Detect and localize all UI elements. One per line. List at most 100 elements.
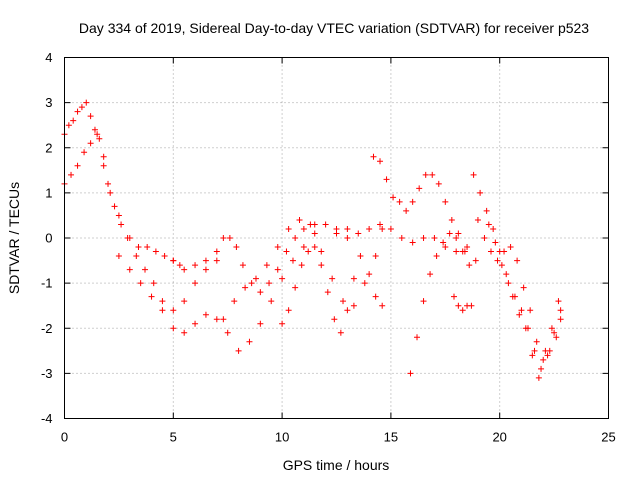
data-point (470, 171, 477, 178)
y-tick-label: 3 (45, 95, 52, 110)
data-point (407, 370, 414, 377)
data-point (279, 320, 286, 327)
data-point (289, 257, 296, 264)
data-point (159, 298, 166, 305)
data-point (266, 280, 273, 287)
data-point (274, 266, 281, 273)
series-arc-11 (470, 171, 562, 381)
data-point (366, 225, 373, 232)
data-point (181, 266, 188, 273)
y-tick-label: -3 (41, 366, 53, 381)
data-point (322, 221, 329, 228)
data-point (344, 235, 351, 241)
data-point (300, 225, 307, 232)
data-point (96, 135, 103, 142)
data-point (350, 275, 357, 282)
data-point (350, 302, 357, 309)
data-point (535, 374, 542, 381)
series-arc-9 (407, 230, 479, 377)
data-point (137, 280, 144, 287)
data-point (433, 253, 440, 260)
data-point (333, 230, 340, 237)
data-point (540, 356, 547, 363)
data-point (231, 298, 238, 305)
data-point (74, 108, 81, 115)
data-point (274, 244, 281, 251)
data-point (226, 235, 233, 241)
data-point (440, 239, 447, 246)
y-tick-labels: -4 -3 -2 -1 0 1 2 3 4 (41, 50, 53, 426)
data-point (355, 230, 362, 237)
data-point (118, 221, 125, 228)
data-point (115, 253, 122, 260)
data-point (377, 221, 384, 228)
data-point (372, 253, 379, 260)
data-point (124, 235, 131, 241)
data-point (311, 230, 318, 237)
data-point (546, 347, 553, 354)
data-point (239, 262, 246, 269)
data-point (78, 104, 85, 111)
series-arc-13 (485, 221, 564, 372)
data-point (431, 235, 438, 241)
data-point (115, 212, 122, 219)
data-point (492, 239, 499, 246)
data-point (498, 262, 505, 269)
data-point (557, 307, 564, 314)
data-point (285, 225, 292, 232)
data-point (100, 162, 107, 169)
data-point (435, 180, 442, 187)
data-point (529, 352, 536, 359)
data-point (520, 284, 527, 291)
data-point (511, 293, 518, 300)
data-point (285, 307, 292, 314)
data-point (514, 257, 521, 264)
data-point (557, 316, 564, 323)
data-point (161, 253, 168, 260)
data-point (477, 189, 484, 196)
data-point (329, 275, 336, 282)
data-point (548, 325, 555, 332)
data-point (202, 257, 209, 264)
data-point (507, 244, 514, 251)
series-arc-10 (451, 293, 475, 314)
data-point (427, 271, 434, 278)
y-tick-label: 4 (45, 50, 52, 65)
data-point (396, 198, 403, 205)
data-point (459, 248, 466, 255)
data-point (144, 244, 151, 251)
data-point (107, 189, 114, 196)
data-point (292, 235, 299, 241)
series-arc-12 (474, 216, 564, 363)
data-point (257, 320, 264, 327)
data-point (503, 271, 510, 278)
data-point (94, 131, 101, 138)
data-point (176, 262, 183, 269)
y-tick-label: -4 (41, 411, 53, 426)
data-point (87, 140, 94, 147)
data-point (366, 271, 373, 278)
data-point (483, 207, 490, 214)
data-point (170, 257, 177, 264)
plot-frame (64, 57, 609, 419)
data-point (202, 311, 209, 318)
data-point (213, 248, 220, 255)
data-point (292, 284, 299, 291)
data-point (527, 307, 534, 314)
data-point (390, 194, 397, 201)
data-point (318, 262, 325, 269)
data-point (298, 262, 305, 269)
y-axis-label: SDTVAR / TECUs (6, 182, 22, 294)
data-point (344, 307, 351, 314)
data-point (409, 198, 416, 205)
data-point (142, 266, 149, 273)
data-point (246, 338, 253, 345)
data-point (296, 216, 303, 223)
data-point (192, 280, 199, 287)
data-point (283, 248, 290, 255)
data-point (159, 307, 166, 314)
y-tick-label: 0 (45, 231, 52, 246)
data-point (398, 235, 405, 241)
data-point (416, 185, 423, 192)
data-point (446, 230, 453, 237)
